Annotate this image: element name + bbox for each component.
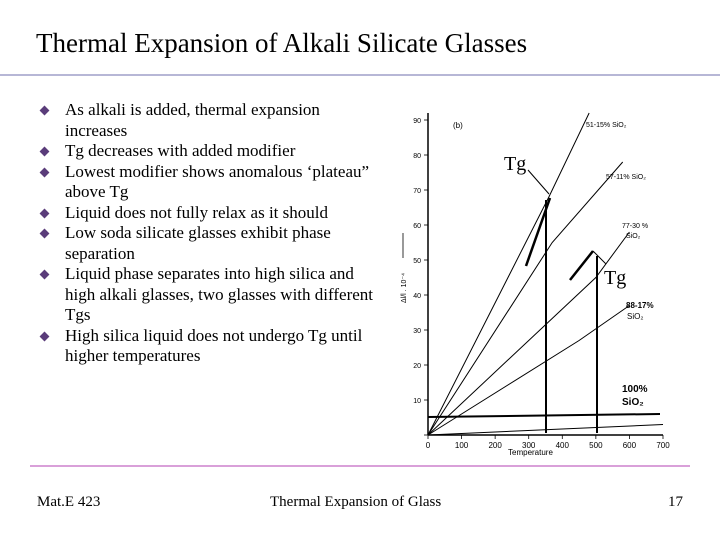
series-line xyxy=(427,161,624,436)
bullet-item: Lowest modifier shows anomalous ‘plateau… xyxy=(38,162,383,203)
tg-annotation-lower: Tg xyxy=(604,267,626,289)
y-tick-label: 30 xyxy=(413,328,421,335)
series-line xyxy=(427,112,590,436)
curve-label-100: 100% xyxy=(622,384,648,395)
bullet-item: As alkali is added, thermal expansion in… xyxy=(38,100,383,141)
annotation-line xyxy=(569,250,594,281)
y-tick-label: 20 xyxy=(413,363,421,370)
curve-label-57-11: 57-11% SiO₂ xyxy=(606,174,646,181)
bullet-diamond-icon xyxy=(39,167,50,177)
bullet-diamond-icon xyxy=(39,146,50,157)
footer-course: Mat.E 423 xyxy=(37,494,101,510)
y-tick-label: 50 xyxy=(413,258,421,265)
expansion-chart: 10 20 30 40 50 60 70 80 90 0 100 200 300 400 500 600 70… xyxy=(401,112,670,457)
bullet-text: Low soda silicate glasses exhibit phase … xyxy=(65,223,331,263)
x-tick-label: 500 xyxy=(589,441,603,450)
bullet-list: As alkali is added, thermal expansion in… xyxy=(38,100,383,367)
curve-label-51-15: 51-15% SiO₂ xyxy=(586,122,627,129)
bullet-text: High silica liquid does not undergo Tg u… xyxy=(65,325,363,366)
bullet-item: High silica liquid does not undergo Tg u… xyxy=(38,326,383,367)
y-ticks: 10 20 30 40 50 60 70 80 90 xyxy=(413,118,428,436)
series-line xyxy=(427,305,630,436)
curves xyxy=(427,112,664,436)
annotation-line xyxy=(427,413,661,418)
bullet-item: Low soda silicate glasses exhibit phase … xyxy=(38,223,383,264)
curve-label-100-sio2: SiO₂ xyxy=(622,397,644,408)
curve-label-77-30: 77-30 % xyxy=(622,223,648,230)
y-tick-label: 90 xyxy=(413,118,421,125)
footer-topic: Thermal Expansion of Glass xyxy=(270,494,442,510)
y-tick-label: 40 xyxy=(413,293,421,300)
tg-annotation-upper: Tg xyxy=(504,153,526,175)
x-axis-label: Temperature xyxy=(508,448,553,457)
y-tick-label: 60 xyxy=(413,223,421,230)
bullet-diamond-icon xyxy=(39,269,50,280)
curve-label-77-30-sio2: SiO₂ xyxy=(626,233,641,240)
panel-label: (b) xyxy=(453,121,463,130)
x-tick-label: 700 xyxy=(656,441,670,450)
curve-label-88-17-sio2: SiO₂ xyxy=(627,312,643,321)
bullet-text: Liquid does not fully relax as it should xyxy=(65,202,328,222)
x-tick-label: 400 xyxy=(556,441,570,450)
x-tick-label: 100 xyxy=(455,441,469,450)
x-tick-label: 600 xyxy=(623,441,637,450)
y-tick-label: 80 xyxy=(413,153,421,160)
bullet-item: Liquid does not fully relax as it should xyxy=(38,203,383,224)
curve-label-88-17: 88-17% xyxy=(626,301,654,310)
y-axis-label: Δl/l . 10⁻⁴ xyxy=(401,273,408,303)
bullet-diamond-icon xyxy=(39,105,50,116)
tg-arrow-lower xyxy=(592,250,607,265)
page-number: 17 xyxy=(668,494,683,510)
bullet-text: Liquid phase separates into high silica … xyxy=(65,264,373,324)
bullet-diamond-icon xyxy=(39,208,50,218)
bullet-text: As alkali is added, thermal expansion in… xyxy=(65,100,320,140)
y-tick-label: 10 xyxy=(413,398,421,405)
bullet-diamond-icon xyxy=(39,331,50,341)
x-tick-label: 200 xyxy=(488,441,502,450)
bullet-item: Tg decreases with added modifier xyxy=(38,141,383,162)
bullet-item: Liquid phase separates into high silica … xyxy=(38,264,383,326)
tg-arrow-upper xyxy=(527,169,550,195)
footer-divider xyxy=(30,465,690,467)
bullet-text: Tg decreases with added modifier xyxy=(65,141,296,160)
series-line xyxy=(427,231,630,436)
bullet-text: Lowest modifier shows anomalous ‘plateau… xyxy=(65,161,370,202)
x-tick-label: 0 xyxy=(426,441,431,450)
slide-title: Thermal Expansion of Alkali Silicate Gla… xyxy=(36,28,528,58)
x-ticks: 0 100 200 300 400 500 600 700 xyxy=(426,435,670,450)
title-divider xyxy=(0,74,720,76)
bullet-diamond-icon xyxy=(39,228,50,239)
x-tick-label: 300 xyxy=(522,441,536,450)
y-tick-label: 70 xyxy=(413,188,421,195)
